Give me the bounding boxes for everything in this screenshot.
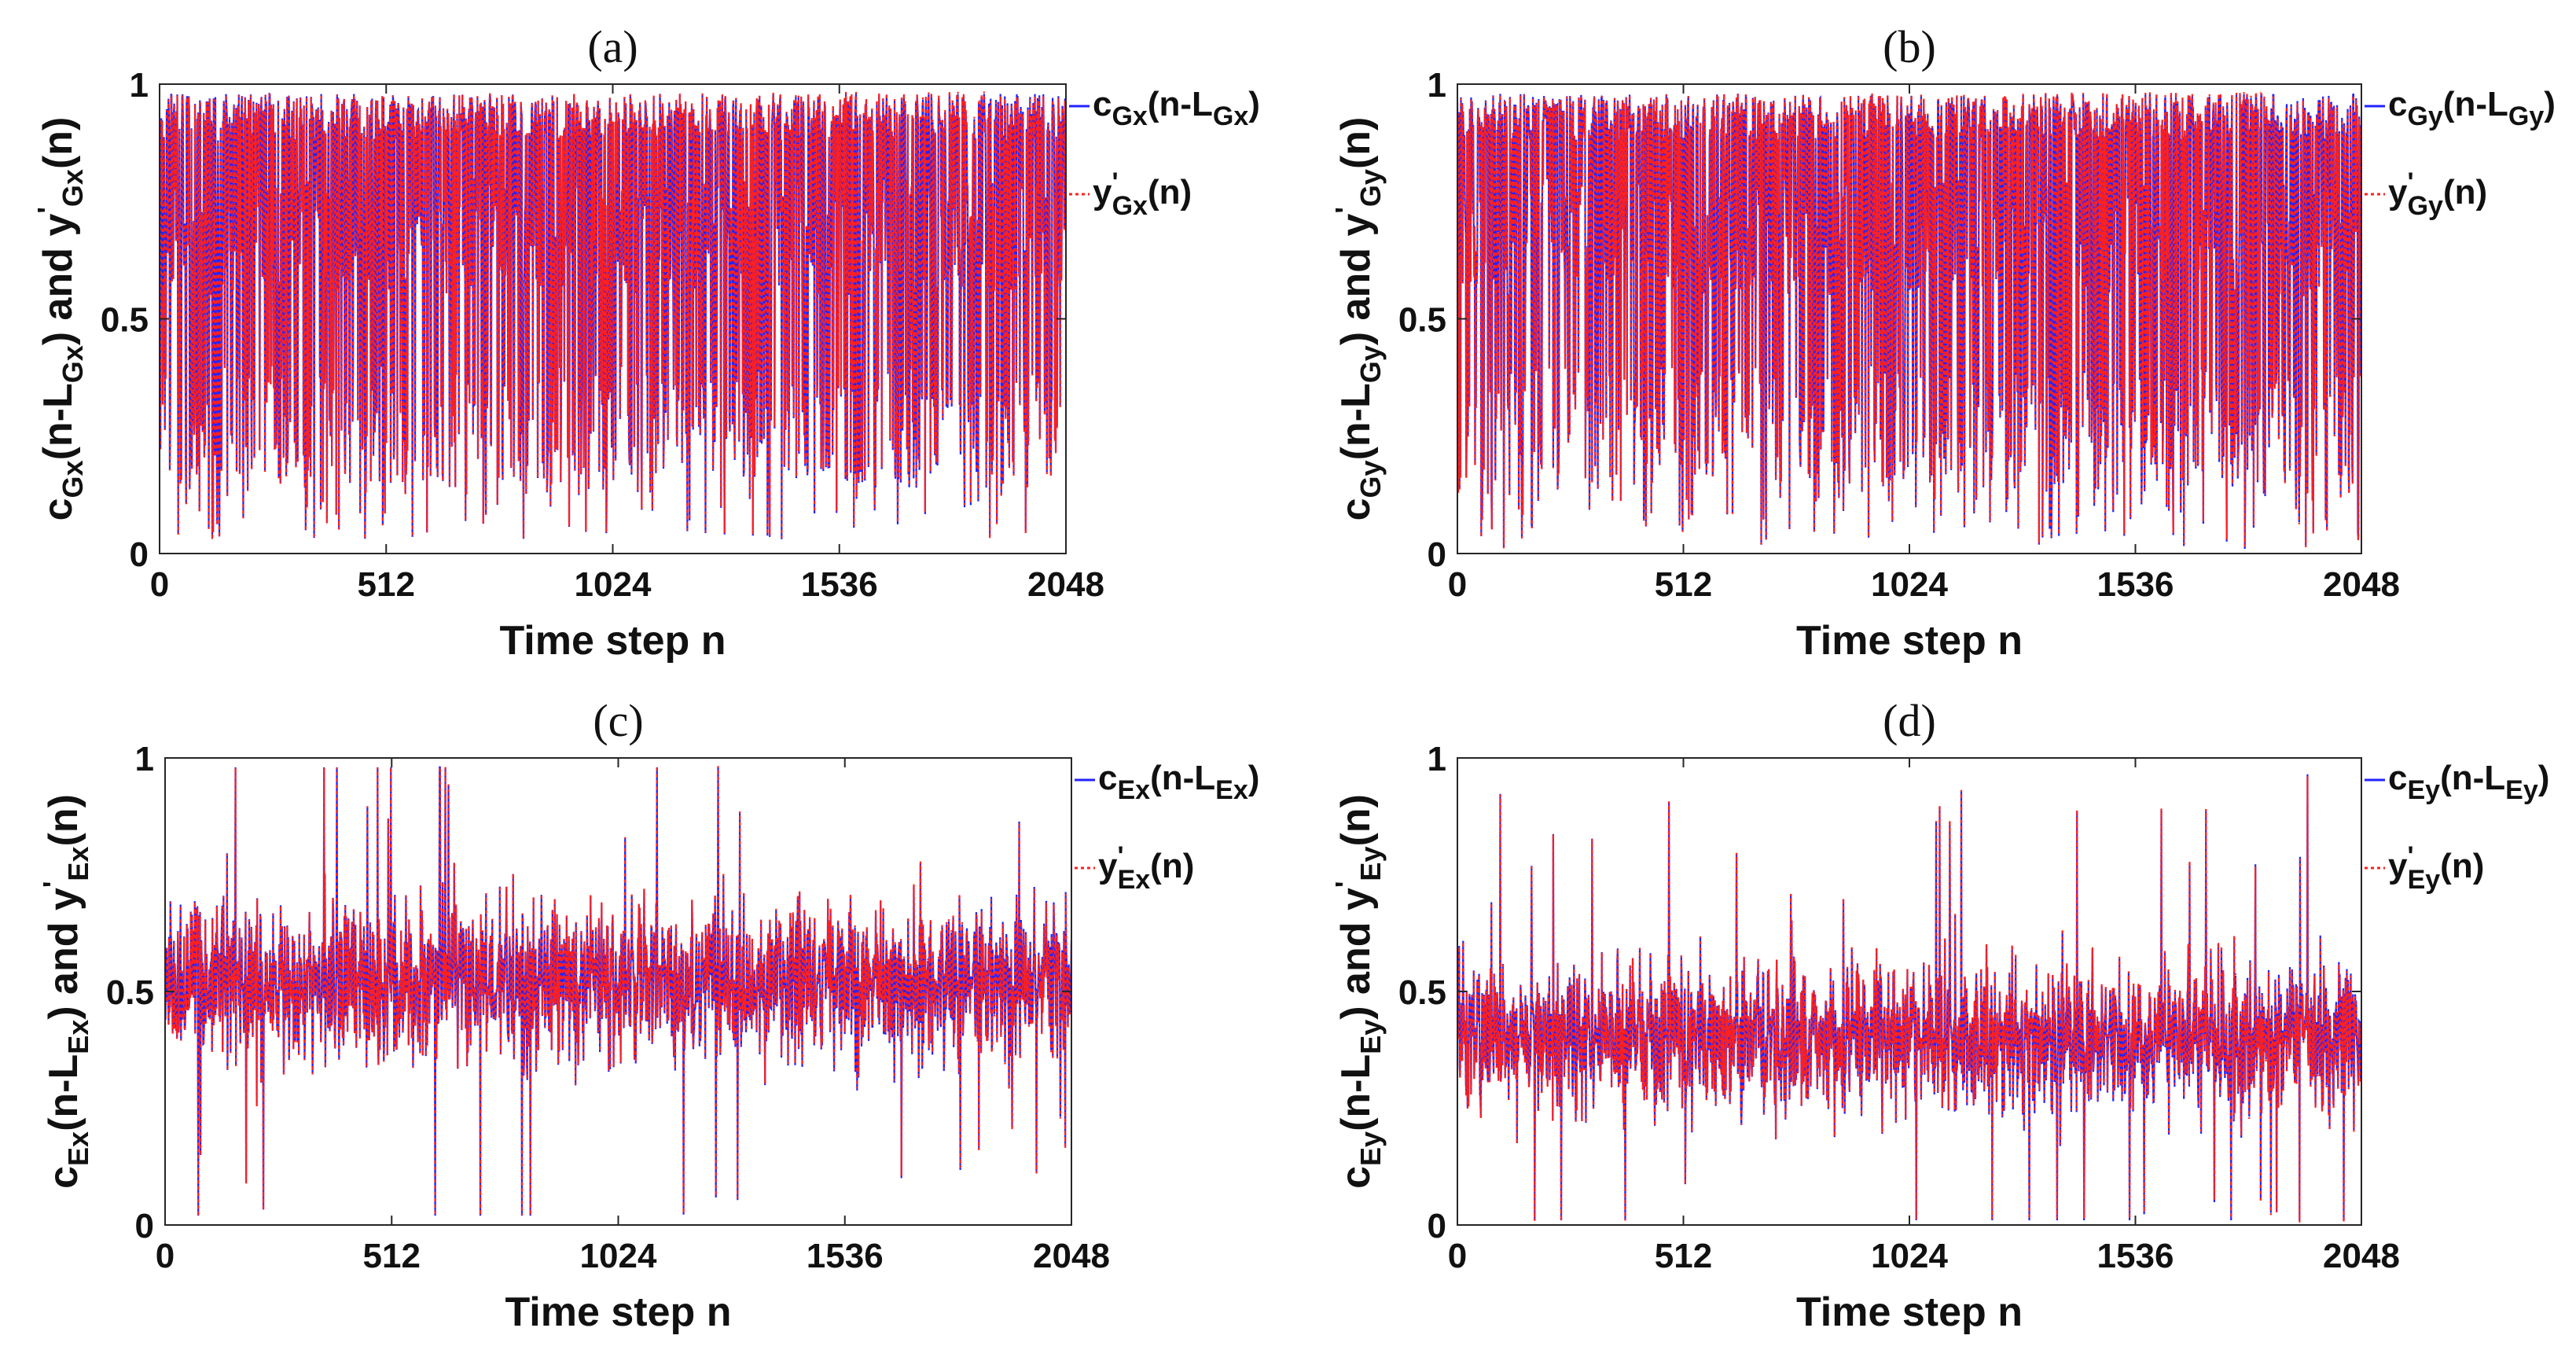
x-tick-label: 0 (1448, 565, 1467, 604)
y-tick-label: 0 (1428, 1207, 1446, 1245)
x-tick-label: 512 (358, 565, 415, 604)
x-tick-label: 1536 (801, 565, 878, 604)
legend-entry: cEy(n-LEy) (2388, 759, 2549, 805)
y-tick-label: 0 (135, 1207, 154, 1245)
x-axis-label: Time step n (499, 618, 726, 664)
y-tick-label: 0.5 (1398, 973, 1446, 1012)
x-tick-label: 1024 (1871, 565, 1948, 604)
y-tick-label: 0.5 (1398, 301, 1446, 340)
y-tick-label: 0 (1428, 535, 1446, 574)
y-tick-label: 0 (130, 535, 149, 574)
x-tick-label: 1536 (807, 1237, 884, 1275)
panel-title: (a) (587, 21, 638, 72)
x-tick-label: 1536 (2097, 1237, 2174, 1275)
y-axis-label: cEx(n-LEx) and y'Ex(n) (37, 794, 94, 1189)
legend-entry: cGy(n-LGy) (2388, 85, 2556, 131)
panel-title: (d) (1883, 695, 1936, 746)
x-tick-label: 2048 (2323, 565, 2400, 604)
series-line-d-c (1457, 774, 2361, 1221)
x-tick-label: 1536 (2097, 565, 2174, 604)
y-tick-label: 0.5 (101, 301, 149, 340)
panel-b: (b) 0 512 1024 1536 2048 0 0.5 1 Time step n cGy(n… (1329, 21, 2556, 664)
y-tick-label: 1 (135, 740, 154, 778)
legend: cGx(n-LGx) y' Gx(n) (1069, 85, 1260, 221)
panel-d: (d) 0 512 1024 1536 2048 0 0.5 1 Time step n cEy(n… (1329, 695, 2549, 1335)
panel-a: (a) 0 512 1024 1536 2048 0 0.5 1 Time step n cGx(n… (31, 21, 1260, 664)
x-tick-label: 0 (156, 1237, 175, 1275)
legend-entry: cGx(n-LGx) (1093, 85, 1260, 131)
x-tick-label: 2048 (1033, 1237, 1110, 1275)
y-axis-label: cGy(n-LGy) and y'Gy(n) (1329, 117, 1387, 521)
y-tick-label: 1 (1428, 740, 1446, 778)
series-line-a-y (160, 91, 1066, 540)
legend-entry: y' Gy(n) (2388, 167, 2487, 221)
y-tick-label: 0.5 (106, 973, 154, 1012)
y-axis-label: cGx(n-LGx) and y'Gx(n) (31, 117, 89, 521)
x-axis-label: Time step n (1796, 1289, 2023, 1335)
panel-c: (c) 0 512 1024 1536 2048 0 0.5 1 Time step n cEx(n… (37, 695, 1259, 1335)
panel-title: (c) (593, 695, 643, 746)
legend: cGy(n-LGy) y' Gy(n) (2365, 85, 2556, 221)
x-axis-label: Time step n (505, 1289, 731, 1335)
x-tick-label: 1024 (575, 565, 652, 604)
x-axis-label: Time step n (1796, 618, 2023, 664)
legend-entry: cEx(n-LEx) (1098, 759, 1259, 805)
x-tick-label: 2048 (2323, 1237, 2400, 1275)
legend-entry: y' Gx(n) (1093, 167, 1192, 221)
legend: cEx(n-LEx) y' Ex(n) (1075, 759, 1259, 895)
legend-entry: y' Ey(n) (2388, 841, 2484, 895)
series-line-d-y (1457, 776, 2361, 1223)
y-tick-label: 1 (130, 66, 149, 105)
x-tick-label: 512 (1655, 565, 1712, 604)
x-tick-label: 1024 (1871, 1237, 1948, 1275)
x-tick-label: 0 (1448, 1237, 1467, 1275)
legend: cEy(n-LEy) y' Ey(n) (2365, 759, 2549, 895)
y-tick-label: 1 (1428, 66, 1446, 105)
x-tick-label: 512 (1655, 1237, 1712, 1275)
x-tick-label: 512 (363, 1237, 421, 1275)
y-axis-label: cEy(n-LEy) and y'Ey(n) (1329, 794, 1387, 1189)
x-tick-label: 1024 (580, 1237, 657, 1275)
x-tick-label: 0 (150, 565, 169, 604)
series-line-b-y (1457, 91, 2361, 549)
x-tick-label: 2048 (1027, 565, 1104, 604)
legend-entry: y' Ex(n) (1098, 841, 1194, 895)
series-line-c-y (165, 766, 1071, 1217)
panel-title: (b) (1883, 21, 1936, 72)
